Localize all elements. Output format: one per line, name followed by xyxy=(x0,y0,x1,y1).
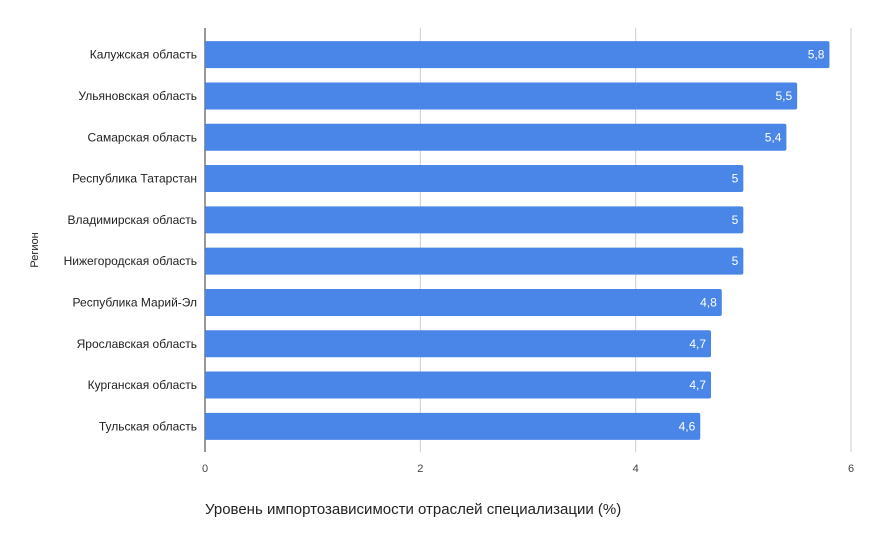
data-label: 5,5 xyxy=(775,89,792,103)
x-tick-label: 4 xyxy=(633,463,639,475)
x-tick-label: 0 xyxy=(202,463,208,475)
bar xyxy=(205,247,744,275)
x-axis-title: Уровень импортозависимости отраслей спец… xyxy=(205,501,621,518)
data-label: 4,8 xyxy=(700,295,717,309)
bar xyxy=(205,371,712,399)
category-labels: Калужская область Ульяновская область Сама… xyxy=(64,48,197,434)
data-label: 5 xyxy=(732,213,739,227)
bar xyxy=(205,82,798,110)
bar xyxy=(205,41,830,69)
category-label: Ярославская область xyxy=(77,337,197,351)
data-label: 5 xyxy=(732,254,739,268)
category-label: Ульяновская область xyxy=(78,89,197,103)
category-label: Нижегородская область xyxy=(64,254,197,268)
bar xyxy=(205,123,787,151)
category-label: Владимирская область xyxy=(68,213,197,227)
category-label: Республика Татарстан xyxy=(72,172,197,186)
bar xyxy=(205,412,701,440)
data-label: 4,6 xyxy=(679,419,696,433)
category-label: Курганская область xyxy=(88,378,197,392)
category-label: Тульская область xyxy=(99,419,197,433)
bars xyxy=(205,41,830,440)
x-tick-labels: 0 2 4 6 xyxy=(202,463,854,475)
data-label: 5,4 xyxy=(765,130,782,144)
data-label: 4,7 xyxy=(689,337,706,351)
category-label: Республика Марий-Эл xyxy=(73,295,197,309)
category-label: Самарская область xyxy=(87,130,197,144)
bar xyxy=(205,330,712,358)
category-label: Калужская область xyxy=(90,48,197,62)
bar xyxy=(205,165,744,193)
bar xyxy=(205,206,744,234)
y-axis-title: Регион xyxy=(29,232,41,267)
x-tick-label: 2 xyxy=(417,463,423,475)
bar xyxy=(205,288,722,316)
data-labels: 5,8 5,5 5,4 5 5 5 4,8 4,7 4,7 4,6 xyxy=(679,48,825,434)
data-label: 4,7 xyxy=(689,378,706,392)
x-tick-label: 6 xyxy=(848,463,854,475)
data-label: 5,8 xyxy=(808,48,825,62)
data-label: 5 xyxy=(732,172,739,186)
